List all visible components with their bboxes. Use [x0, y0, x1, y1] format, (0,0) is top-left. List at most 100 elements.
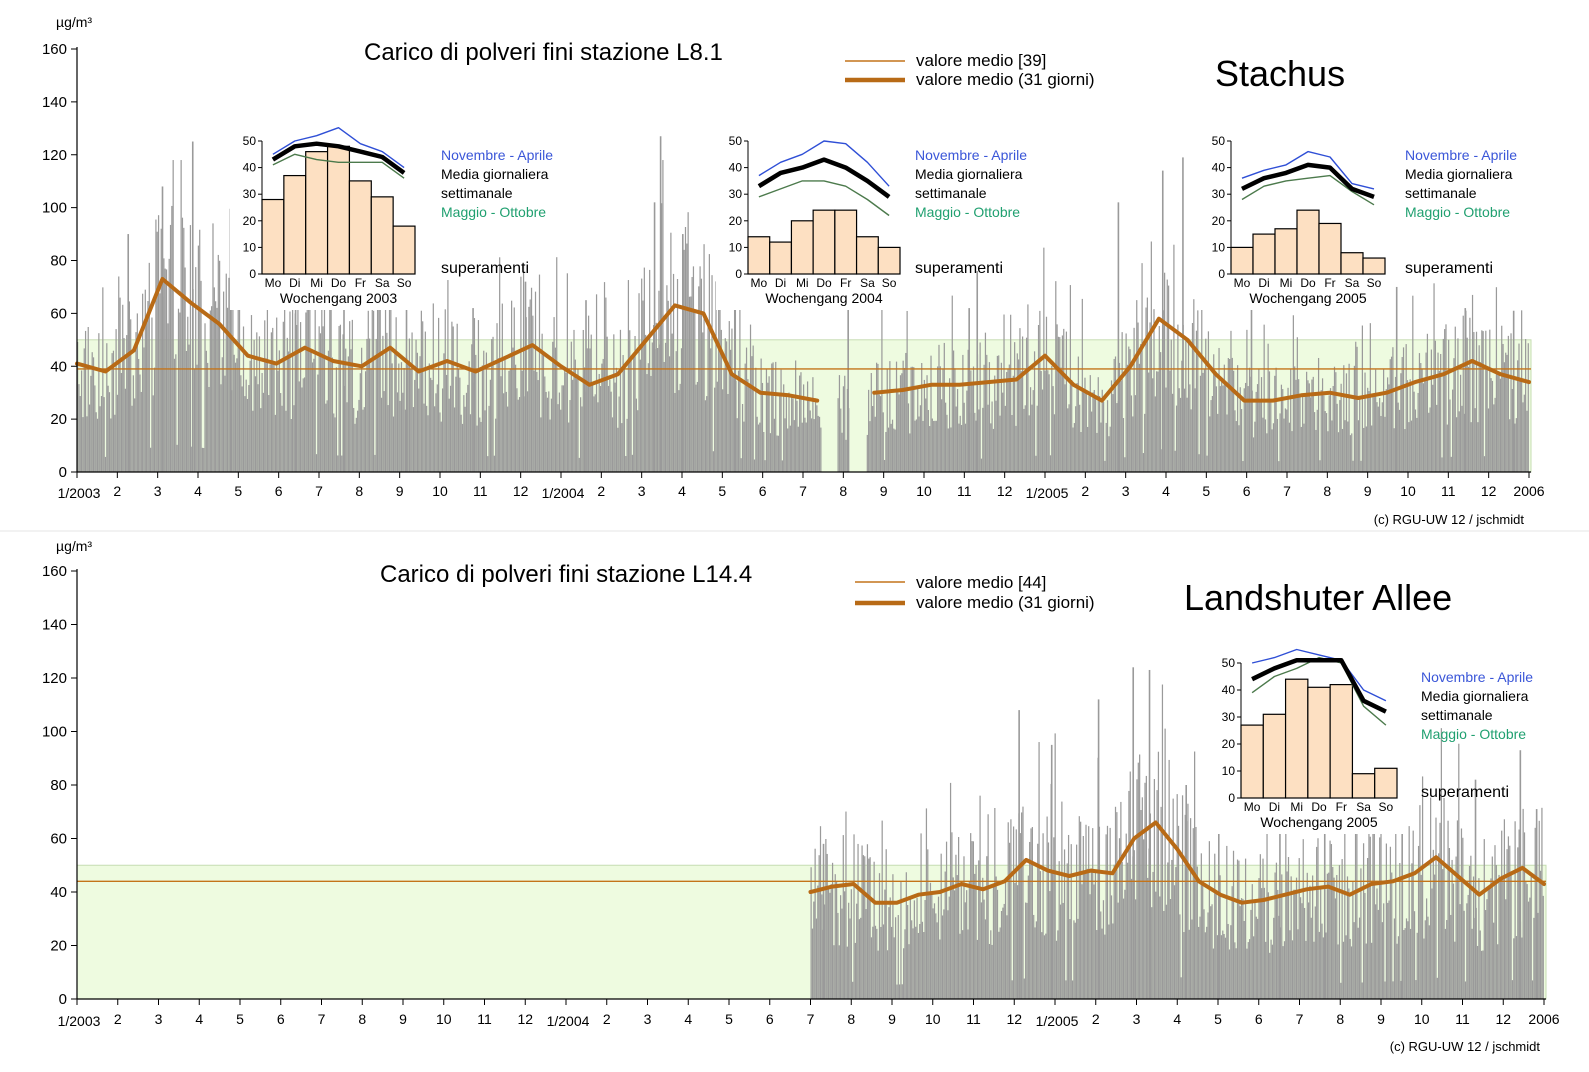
daily-bar [1413, 911, 1416, 999]
daily-bar [986, 354, 988, 472]
x-tick-label: 5 [236, 1011, 244, 1027]
daily-bar [870, 937, 873, 999]
daily-bar [131, 405, 133, 472]
daily-bar [1442, 338, 1444, 472]
daily-bar [1447, 820, 1449, 999]
daily-bar [668, 356, 671, 472]
daily-bar [469, 414, 472, 472]
inset-legend-average: Media giornaliera [441, 166, 549, 182]
daily-bar [322, 326, 324, 472]
daily-bar [374, 454, 376, 472]
daily-bar [1485, 910, 1487, 999]
daily-bar [1283, 418, 1285, 472]
daily-bar [1291, 431, 1293, 472]
daily-bar [457, 369, 460, 472]
daily-bar [496, 323, 498, 472]
daily-bar [582, 329, 584, 472]
daily-bar [663, 361, 665, 472]
daily-bar [144, 289, 146, 472]
inset-day-label: So [882, 276, 897, 290]
daily-bar [1521, 937, 1523, 999]
daily-bar [800, 372, 802, 472]
daily-bar [1452, 389, 1454, 472]
daily-bar [1424, 920, 1426, 999]
daily-bar [1328, 395, 1330, 472]
daily-bar [814, 848, 816, 999]
daily-bar [1187, 803, 1189, 999]
inset-y-tick-label: 0 [1228, 791, 1235, 805]
daily-bar [621, 423, 623, 472]
daily-bar [876, 928, 878, 999]
daily-bar [835, 881, 838, 999]
daily-bar [1377, 909, 1379, 999]
peak-bar [524, 281, 527, 472]
daily-bar [731, 328, 733, 472]
daily-bar [1124, 889, 1126, 999]
daily-bar [869, 421, 871, 472]
daily-bar [517, 399, 519, 472]
inset-summer-line [1251, 656, 1387, 726]
daily-bar [749, 324, 752, 472]
daily-bar [252, 410, 254, 472]
daily-bar [1365, 426, 1367, 472]
daily-bar [860, 917, 862, 999]
daily-bar [520, 276, 522, 472]
x-tick-label: 10 [432, 483, 448, 499]
daily-bar [898, 394, 900, 472]
daily-bar [1510, 871, 1512, 999]
daily-bar [1460, 828, 1463, 999]
daily-bar [651, 342, 653, 472]
daily-bar [237, 287, 239, 472]
peak-bar [1535, 809, 1538, 999]
daily-bar [757, 424, 760, 472]
daily-bar [172, 160, 174, 473]
daily-bar [140, 391, 142, 472]
daily-bar [1077, 918, 1079, 999]
daily-bar [889, 361, 891, 472]
daily-bar [427, 415, 429, 472]
y-tick-label: 140 [42, 617, 67, 634]
daily-bar [1068, 404, 1070, 472]
x-tick-label: 7 [318, 1011, 326, 1027]
daily-bar [1211, 396, 1214, 472]
daily-bar [1122, 898, 1125, 999]
daily-bar [1340, 383, 1342, 472]
daily-bar [899, 984, 901, 999]
daily-bar [862, 855, 865, 999]
y-tick-label: 80 [50, 777, 67, 794]
daily-bar [173, 358, 176, 472]
daily-bar [915, 419, 918, 472]
daily-bar [1290, 369, 1292, 472]
daily-bar [165, 269, 168, 472]
daily-bar [580, 397, 582, 472]
daily-bar [1091, 411, 1093, 472]
daily-bar [720, 329, 722, 472]
daily-bar [1037, 843, 1039, 999]
daily-bar [168, 258, 170, 472]
daily-bar [886, 369, 888, 472]
daily-bar [813, 419, 815, 472]
daily-bar [1148, 372, 1150, 472]
daily-bar [1070, 844, 1072, 999]
daily-bar [1226, 845, 1228, 999]
daily-bar [1397, 936, 1400, 999]
daily-bar [752, 345, 754, 472]
chart-title: Carico di polveri fini stazione L8.1 [364, 39, 723, 66]
daily-bar [1076, 383, 1078, 472]
daily-bar [1098, 396, 1101, 472]
daily-bar [570, 341, 572, 472]
y-tick-label: 60 [50, 305, 67, 322]
inset-bar [747, 236, 771, 275]
inset-day-label: Fr [1324, 276, 1335, 290]
daily-bar [115, 329, 117, 472]
daily-bar [785, 393, 787, 472]
daily-bar [1487, 408, 1490, 472]
daily-bar [1211, 904, 1213, 999]
daily-bar [598, 373, 600, 472]
daily-bar [1278, 915, 1280, 999]
peak-bar [585, 300, 587, 472]
daily-bar [666, 285, 668, 472]
daily-bar [1160, 352, 1162, 472]
daily-bar [241, 386, 243, 472]
daily-bar [650, 375, 652, 472]
